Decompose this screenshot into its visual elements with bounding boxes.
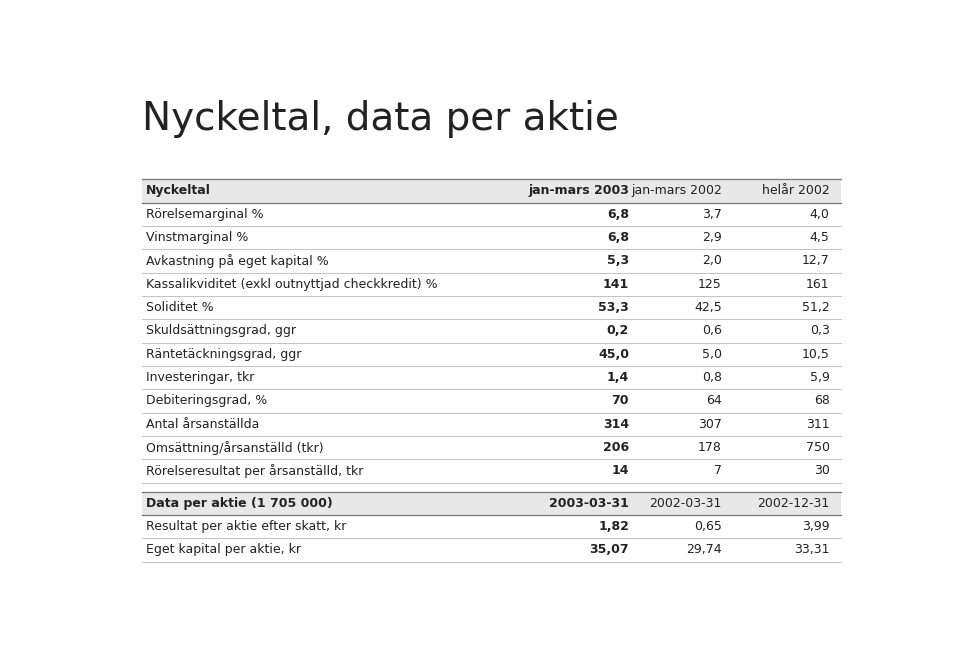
Text: 7: 7 <box>713 464 722 477</box>
Text: 12,7: 12,7 <box>802 254 830 268</box>
Text: 0,2: 0,2 <box>607 324 629 337</box>
Text: 125: 125 <box>698 278 722 291</box>
Text: 35,07: 35,07 <box>590 543 629 557</box>
Text: 70: 70 <box>612 394 629 408</box>
Text: 14: 14 <box>612 464 629 477</box>
Text: 5,3: 5,3 <box>607 254 629 268</box>
Text: Data per aktie (1 705 000): Data per aktie (1 705 000) <box>146 497 333 510</box>
Text: 0,65: 0,65 <box>694 520 722 533</box>
Bar <box>142 179 841 203</box>
Text: Vinstmarginal %: Vinstmarginal % <box>146 231 248 244</box>
Text: 141: 141 <box>603 278 629 291</box>
Text: 206: 206 <box>603 441 629 454</box>
Text: 68: 68 <box>814 394 830 408</box>
Text: 53,3: 53,3 <box>598 301 629 314</box>
Text: 307: 307 <box>698 418 722 431</box>
Text: Nyckeltal: Nyckeltal <box>146 184 211 197</box>
Text: Rörelsemarginal %: Rörelsemarginal % <box>146 208 264 221</box>
Text: 161: 161 <box>806 278 830 291</box>
Text: 2,0: 2,0 <box>702 254 722 268</box>
Text: Resultat per aktie efter skatt, kr: Resultat per aktie efter skatt, kr <box>146 520 346 533</box>
Text: 3,99: 3,99 <box>802 520 830 533</box>
Text: Nyckeltal, data per aktie: Nyckeltal, data per aktie <box>142 100 620 138</box>
Text: 10,5: 10,5 <box>802 348 830 361</box>
Text: 4,5: 4,5 <box>809 231 830 244</box>
Text: Skuldsättningsgrad, ggr: Skuldsättningsgrad, ggr <box>146 324 296 337</box>
Text: 178: 178 <box>698 441 722 454</box>
Text: 1,4: 1,4 <box>607 371 629 384</box>
Text: 45,0: 45,0 <box>598 348 629 361</box>
Text: jan-mars 2003: jan-mars 2003 <box>528 184 629 197</box>
Text: jan-mars 2002: jan-mars 2002 <box>631 184 722 197</box>
Text: Omsättning/årsanställd (tkr): Omsättning/årsanställd (tkr) <box>146 441 323 455</box>
Text: 5,0: 5,0 <box>702 348 722 361</box>
Text: Investeringar, tkr: Investeringar, tkr <box>146 371 254 384</box>
Text: 51,2: 51,2 <box>802 301 830 314</box>
Text: 0,6: 0,6 <box>702 324 722 337</box>
Text: Debiteringsgrad, %: Debiteringsgrad, % <box>146 394 268 408</box>
Text: 6,8: 6,8 <box>607 208 629 221</box>
Text: 314: 314 <box>603 418 629 431</box>
Bar <box>142 491 841 515</box>
Text: Soliditet %: Soliditet % <box>146 301 214 314</box>
Text: 311: 311 <box>806 418 830 431</box>
Text: Räntetäckningsgrad, ggr: Räntetäckningsgrad, ggr <box>146 348 301 361</box>
Text: 5,9: 5,9 <box>809 371 830 384</box>
Text: Antal årsanställda: Antal årsanställda <box>146 418 259 431</box>
Text: 0,8: 0,8 <box>702 371 722 384</box>
Text: 1,82: 1,82 <box>598 520 629 533</box>
Text: Rörelseresultat per årsanställd, tkr: Rörelseresultat per årsanställd, tkr <box>146 464 363 478</box>
Text: 6,8: 6,8 <box>607 231 629 244</box>
Text: 750: 750 <box>806 441 830 454</box>
Text: helår 2002: helår 2002 <box>761 184 830 197</box>
Text: 29,74: 29,74 <box>687 543 722 557</box>
Text: 3,7: 3,7 <box>702 208 722 221</box>
Text: 42,5: 42,5 <box>694 301 722 314</box>
Text: Eget kapital per aktie, kr: Eget kapital per aktie, kr <box>146 543 301 557</box>
Text: 30: 30 <box>814 464 830 477</box>
Text: 2002-03-31: 2002-03-31 <box>649 497 722 510</box>
Text: Kassalikviditet (exkl outnyttjad checkkredit) %: Kassalikviditet (exkl outnyttjad checkkr… <box>146 278 437 291</box>
Text: 64: 64 <box>706 394 722 408</box>
Text: 2,9: 2,9 <box>702 231 722 244</box>
Text: 2002-12-31: 2002-12-31 <box>758 497 830 510</box>
Text: 2003-03-31: 2003-03-31 <box>550 497 629 510</box>
Text: Avkastning på eget kapital %: Avkastning på eget kapital % <box>146 254 329 268</box>
Text: 4,0: 4,0 <box>809 208 830 221</box>
Text: 0,3: 0,3 <box>809 324 830 337</box>
Text: 33,31: 33,31 <box>794 543 830 557</box>
